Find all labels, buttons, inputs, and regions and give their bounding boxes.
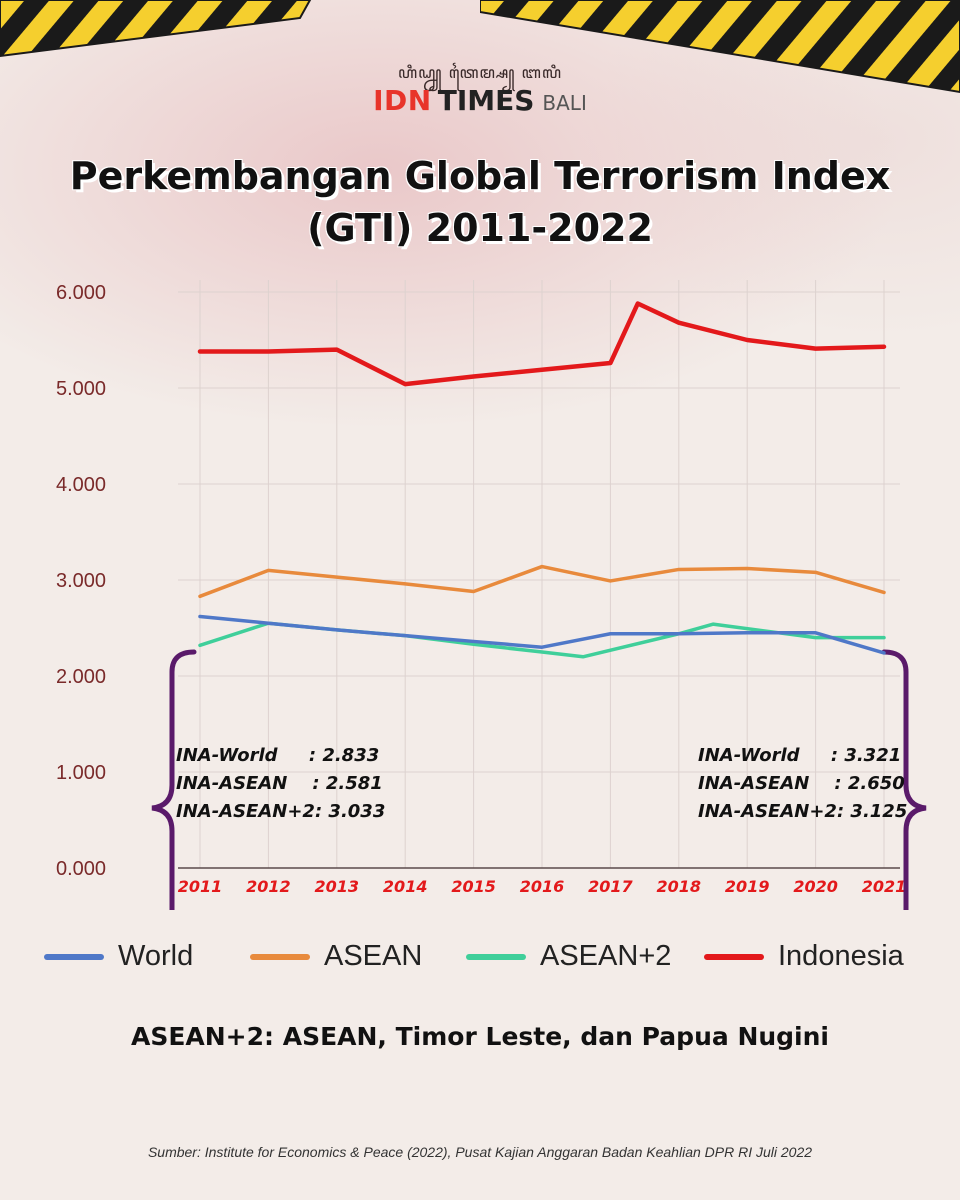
legend-label-asean: ASEAN <box>324 940 423 972</box>
x-tick-label: 2013 <box>315 877 360 896</box>
annotation-row: INA-ASEAN : 2.650 <box>698 773 905 794</box>
y-tick-label: 6.000 <box>56 282 106 304</box>
x-tick-label: 2019 <box>725 877 770 896</box>
caution-tape-left <box>0 0 312 58</box>
legend-swatch-asean2 <box>466 954 526 960</box>
annotation-row: INA-World : 3.321 <box>698 745 902 766</box>
legend-swatch-asean <box>250 954 310 960</box>
logo-times: TIMES <box>437 84 535 117</box>
y-tick-label: 3.000 <box>56 570 106 592</box>
x-tick-label: 2012 <box>246 877 291 896</box>
source-citation: Sumber: Institute for Economics & Peace … <box>147 1144 813 1160</box>
title-line-1: Perkembangan Global Terrorism Index <box>69 154 891 198</box>
annotation-left: INA-World : 2.833 INA-ASEAN : 2.581 INA-AS… <box>176 742 385 826</box>
bracket-right <box>881 649 927 910</box>
x-tick-label: 2016 <box>520 877 565 896</box>
x-tick-label: 2011 <box>178 877 223 896</box>
legend-label-world: World <box>118 940 194 972</box>
x-tick-label: 2018 <box>657 877 702 896</box>
brand-logo: IDN TIMES BALI <box>0 84 960 117</box>
series-line-indonesia <box>197 301 887 387</box>
y-tick-label: 5.000 <box>56 378 106 400</box>
caution-tape-right <box>480 0 960 94</box>
annotation-row: INA-ASEAN+2: 3.125 <box>698 801 908 822</box>
x-tick-label: 2015 <box>451 877 496 896</box>
x-tick-label: 2017 <box>588 877 633 896</box>
y-tick-label: 0.000 <box>56 858 106 880</box>
y-tick-label: 1.000 <box>56 762 106 784</box>
annotation-row: INA-ASEAN : 2.581 <box>176 773 383 794</box>
annotation-row: INA-World : 2.833 <box>176 745 380 766</box>
series-line-asean <box>198 564 886 599</box>
legend-swatch-world <box>44 954 104 960</box>
series-line-world <box>198 614 886 655</box>
legend-swatch-indonesia <box>704 954 764 960</box>
y-tick-label: 4.000 <box>56 474 106 496</box>
y-tick-label: 2.000 <box>56 666 106 688</box>
x-tick-label: 2021 <box>862 877 907 896</box>
x-tick-label: 2020 <box>793 877 838 896</box>
annotation-right: INA-World : 3.321 INA-ASEAN : 2.650 INA-AS… <box>698 742 907 826</box>
legend: World ASEAN ASEAN+2 Indonesia <box>0 938 960 978</box>
legend-label-asean2: ASEAN+2 <box>540 940 672 972</box>
logo-bali: BALI <box>542 91 587 115</box>
line-chart: 0.000 1.000 2.000 3.000 4.000 5.000 6.000 2011 2… <box>56 280 927 910</box>
logo-idn: IDN <box>373 84 432 117</box>
x-tick-label: 2014 <box>383 877 428 896</box>
annotation-row: INA-ASEAN+2: 3.033 <box>176 801 386 822</box>
title-line-2: (GTI) 2011-2022 <box>307 206 653 250</box>
bracket-left <box>151 649 197 910</box>
footnote-asean2: ASEAN+2: ASEAN, Timor Leste, dan Papua N… <box>130 1022 829 1051</box>
chart-title: Perkembangan Global Terrorism Index (GTI… <box>0 150 960 254</box>
legend-label-indonesia: Indonesia <box>778 940 904 972</box>
logo-balinese-script: ꦲꦶꦝ꧀ꦤ꧀ ꦠꦻꦩ꧀ꦱ꧀ ꦧꦭꦶ <box>398 63 562 82</box>
